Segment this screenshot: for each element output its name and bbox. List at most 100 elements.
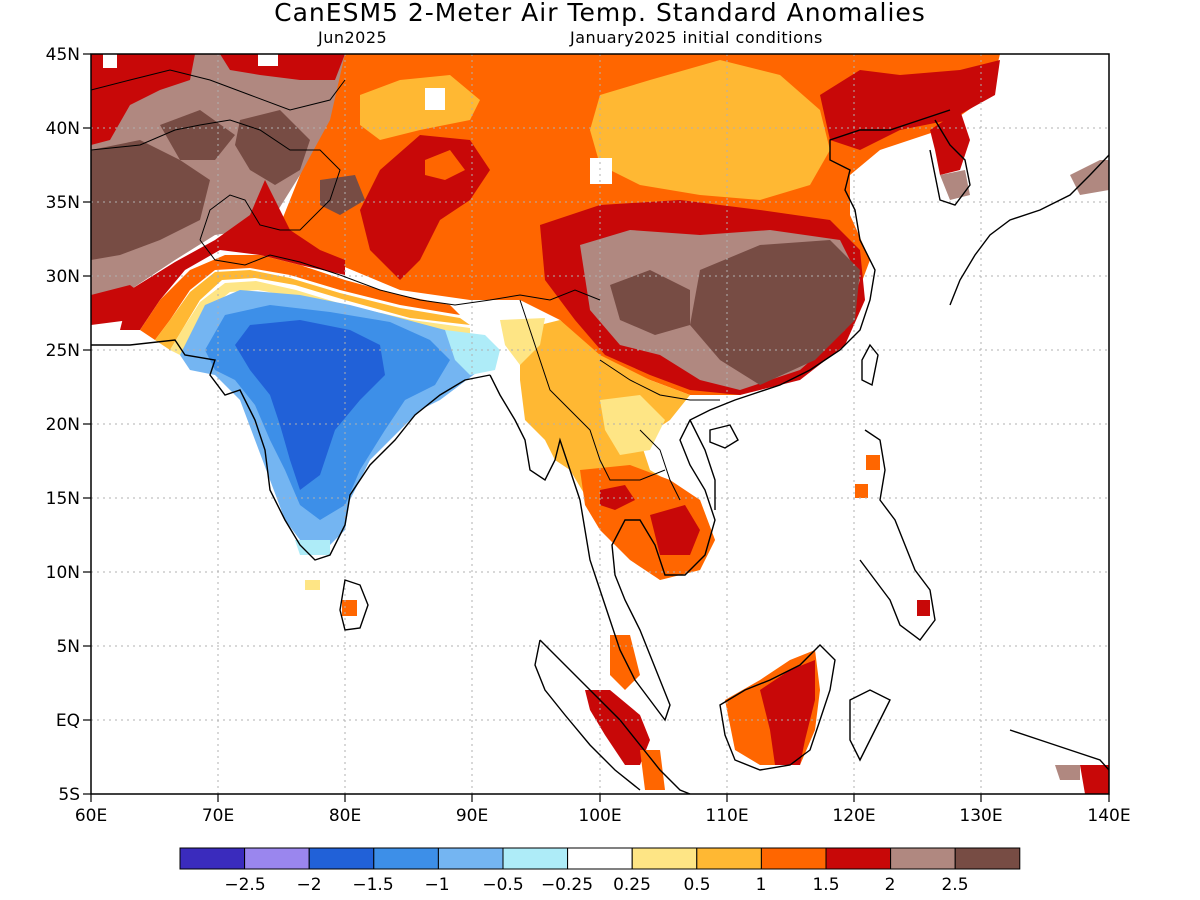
valid-month-label: Jun2025 <box>318 28 388 47</box>
lat-label: 15N <box>46 489 80 509</box>
taiwan-coast <box>861 343 879 387</box>
colorbar-tick-label: −0.25 <box>541 875 593 895</box>
region-india-south-cyan <box>295 540 330 555</box>
coastlines <box>91 109 1109 794</box>
region-west-asia-brown-3 <box>235 110 310 185</box>
lon-label: 140E <box>1087 806 1130 826</box>
region-cambodia-red <box>650 505 700 555</box>
region-himalaya-orange-belt <box>140 255 460 340</box>
region-new-guinea-tan <box>1055 765 1080 780</box>
lat-label: 40N <box>46 119 80 139</box>
colorbar-tick-label: −1.5 <box>352 875 393 895</box>
lon-label: 60E <box>75 806 107 826</box>
colorbar-tick-label: 1 <box>756 875 767 895</box>
colorbar-swatch <box>825 847 892 870</box>
map-grid <box>91 54 1109 794</box>
region-sichuan-brown <box>610 270 690 335</box>
masked-cell-nw <box>103 54 117 68</box>
region-west-asia-brown-4 <box>320 175 365 215</box>
region-philippines-orange-1 <box>866 455 880 470</box>
lat-label: 45N <box>46 45 80 65</box>
korea-coast <box>929 119 971 206</box>
region-india-dark-blue <box>235 320 385 490</box>
sri-lanka-coast <box>339 579 369 631</box>
masked-cell-north <box>258 54 278 66</box>
region-himalaya-yellow-belt <box>155 270 470 350</box>
japan-coast <box>949 154 1109 306</box>
region-burma-pale <box>500 318 545 365</box>
colorbar-swatch <box>631 847 698 870</box>
region-sumatra-orange <box>640 750 665 790</box>
lat-label: 30N <box>46 267 80 287</box>
sumatra-coast <box>534 639 691 794</box>
malay-peninsula-coast <box>579 109 951 722</box>
region-west-asia-brown-1 <box>91 140 210 260</box>
colorbar-swatch <box>696 847 762 870</box>
india-coastline <box>91 339 491 561</box>
lon-label: 70E <box>202 806 234 826</box>
burma-coast <box>489 374 581 501</box>
axis-ticks <box>83 53 1110 802</box>
region-japan-tan <box>1070 160 1109 195</box>
colorbar-swatch <box>244 847 310 870</box>
colorbar-swatch <box>890 847 956 870</box>
anomaly-shading <box>91 54 1109 794</box>
colorbar-tick-label: 0.5 <box>683 875 710 895</box>
region-thailand-red <box>600 485 635 510</box>
new-guinea-coast <box>1009 729 1109 771</box>
region-west-asia-red-north <box>220 54 345 80</box>
region-bangladesh-cyan <box>445 330 500 375</box>
longitude-labels: 60E 70E 80E 90E 100E 110E 120E 130E 140E <box>75 806 1131 826</box>
region-tibet-orange-hole <box>425 150 465 180</box>
region-sri-lanka-light <box>305 580 320 590</box>
region-sri-lanka-orange <box>342 600 357 616</box>
colorbar-tick-label: 0.25 <box>613 875 651 895</box>
lon-label: 130E <box>959 806 1002 826</box>
colorbar-swatch <box>567 847 633 870</box>
region-mongolia-yellow <box>590 60 830 200</box>
lat-label: EQ <box>56 711 80 731</box>
region-mindanao-red <box>917 600 930 616</box>
lat-label: 25N <box>46 341 80 361</box>
region-himalaya-red-belt <box>120 180 345 330</box>
region-west-asia-red-top <box>91 54 195 145</box>
map-title: CanESM5 2-Meter Air Temp. Standard Anoma… <box>274 0 926 27</box>
lon-label: 120E <box>832 806 875 826</box>
sulawesi-coast <box>849 689 891 762</box>
colorbar-tick-label: −0.5 <box>482 875 523 895</box>
colorbar-swatch <box>760 847 827 870</box>
colorbar-swatch <box>502 847 569 870</box>
masked-cell-tibet <box>425 88 445 110</box>
region-sumatra-red <box>585 690 650 765</box>
latitude-labels: 45N 40N 35N 30N 25N 20N 15N 10N 5N EQ 5S <box>46 45 80 805</box>
hainan-coast <box>709 424 739 449</box>
region-philippines-orange-2 <box>855 484 868 498</box>
colorbar-swatch <box>373 847 439 870</box>
lat-label: 5N <box>56 637 80 657</box>
region-korea-tan <box>940 170 970 200</box>
colorbar-swatch <box>954 847 1021 870</box>
colorbar-tick-label: 2.5 <box>941 875 968 895</box>
region-borneo-red <box>760 660 815 765</box>
colorbar-swatch <box>437 847 504 870</box>
colorbar-tick-label: −1 <box>424 875 449 895</box>
colorbar-tick-label: 2 <box>885 875 896 895</box>
lon-label: 100E <box>578 806 621 826</box>
masked-cell-qinghai <box>590 158 612 184</box>
colorbar <box>179 847 1021 870</box>
initial-conditions-label: January2025 initial conditions <box>570 28 823 47</box>
region-laos-pale-yellow <box>600 395 665 455</box>
vietnam-coast <box>689 419 716 510</box>
borneo-coast <box>719 644 836 771</box>
colorbar-swatch <box>179 847 246 870</box>
lat-label: 10N <box>46 563 80 583</box>
colorbar-swatch <box>308 847 375 870</box>
colorbar-tick-label: 1.5 <box>812 875 839 895</box>
lon-label: 110E <box>705 806 748 826</box>
region-new-guinea-red <box>1080 765 1109 794</box>
region-tarim-yellow <box>360 75 480 140</box>
lon-label: 90E <box>456 806 488 826</box>
region-korea-red <box>930 110 970 175</box>
colorbar-tick-label: −2.5 <box>224 875 265 895</box>
